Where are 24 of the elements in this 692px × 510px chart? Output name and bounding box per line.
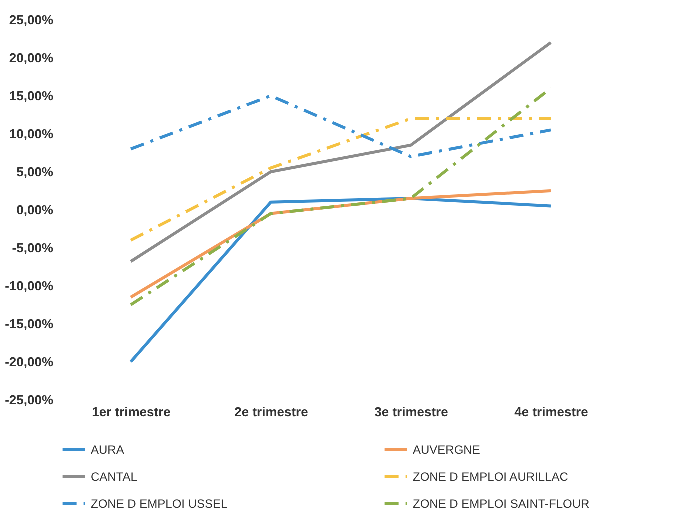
line-series [130,41,552,264]
y-tick-label: -15,00% [5,316,54,332]
y-tick-label: 15,00% [9,88,54,104]
legend-label: CANTAL [91,470,138,484]
y-tick-label: 20,00% [9,50,54,66]
x-tick-label: 2e trimestre [234,404,308,420]
y-tick-label: -20,00% [5,354,54,370]
x-tick-label: 1er trimestre [92,404,171,420]
line-series [130,86,552,306]
y-tick-label: 25,00% [9,12,54,28]
line-series [130,94,552,158]
legend-label: AURA [91,443,124,457]
legend-label: ZONE D EMPLOI SAINT-FLOUR [413,497,590,510]
y-tick-label: -25,00% [5,392,54,408]
y-tick-label: 10,00% [9,126,54,142]
y-tick-label: -10,00% [5,278,54,294]
legend-label: ZONE D EMPLOI USSEL [91,497,228,510]
legend-label: ZONE D EMPLOI AURILLAC [413,470,569,484]
x-tick-label: 3e trimestre [374,404,448,420]
y-tick-label: 5,00% [16,164,54,180]
x-tick-label: 4e trimestre [514,404,588,420]
legend-label: AUVERGNE [413,443,480,457]
y-tick-label: -5,00% [12,240,54,256]
y-tick-label: 0,00% [16,202,54,218]
